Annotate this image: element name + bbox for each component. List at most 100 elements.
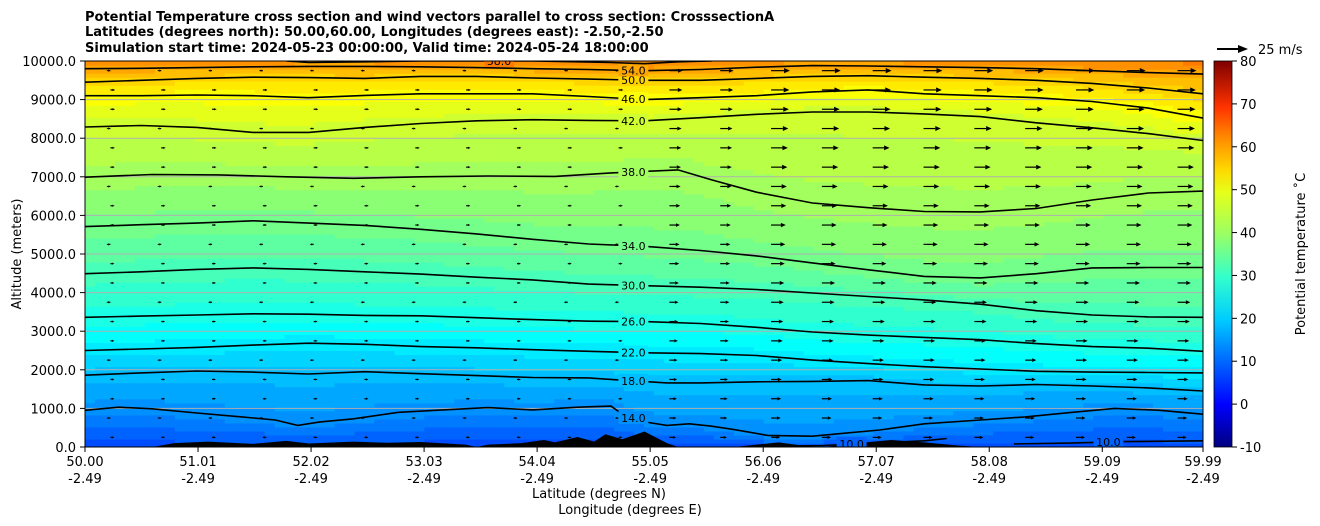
temperature-cell (424, 89, 435, 94)
temperature-cell (364, 278, 376, 283)
temperature-cell (334, 217, 346, 223)
temperature-cell (154, 414, 166, 420)
temperature-cell (294, 430, 306, 436)
temperature-cell (564, 314, 575, 319)
temperature-cell (564, 378, 575, 384)
temperature-cell (234, 310, 246, 315)
temperature-cell (324, 113, 336, 118)
temperature-cell (304, 362, 316, 368)
temperature-cell (174, 350, 186, 356)
temperature-cell (424, 414, 435, 420)
temperature-cell (434, 101, 445, 106)
temperature-cell (94, 350, 106, 356)
temperature-cell (284, 378, 296, 384)
temperature-cell (154, 402, 166, 408)
temperature-cell (104, 406, 116, 412)
temperature-cell (554, 390, 565, 396)
temperature-cell (214, 338, 226, 344)
temperature-cell (444, 185, 455, 191)
temperature-cell (334, 85, 346, 90)
temperature-cell (474, 121, 485, 126)
temperature-cell (354, 286, 366, 291)
temperature-cell (584, 362, 595, 368)
temperature-cell (174, 157, 186, 163)
temperature-cell (244, 430, 256, 436)
temperature-cell (544, 141, 555, 147)
temperature-cell (454, 121, 465, 126)
temperature-cell (264, 245, 276, 251)
temperature-cell (314, 410, 326, 416)
temperature-cell (404, 221, 416, 227)
temperature-cell (274, 306, 286, 311)
temperature-cell (454, 378, 465, 384)
temperature-cell (534, 233, 545, 239)
temperature-cell (464, 169, 475, 175)
temperature-cell (454, 129, 465, 134)
temperature-cell (414, 378, 425, 384)
temperature-cell (434, 205, 445, 211)
temperature-cell (404, 358, 416, 364)
temperature-cell (254, 197, 266, 203)
temperature-cell (554, 262, 565, 267)
temperature-cell (434, 434, 445, 440)
temperature-cell (154, 177, 166, 183)
temperature-cell (284, 161, 296, 167)
temperature-cell (554, 434, 565, 440)
temperature-cell (434, 318, 445, 323)
temperature-cell (174, 298, 186, 303)
temperature-cell (324, 330, 336, 336)
temperature-cell (124, 318, 136, 323)
temperature-cell (444, 306, 455, 311)
temperature-cell (454, 165, 465, 171)
temperature-cell (224, 342, 236, 348)
temperature-cell (124, 169, 136, 175)
temperature-cell (524, 418, 535, 424)
temperature-cell (254, 77, 266, 82)
temperature-cell (194, 221, 206, 227)
temperature-cell (494, 298, 505, 303)
temperature-cell (494, 81, 505, 86)
temperature-cell (274, 422, 286, 428)
temperature-cell (454, 221, 465, 227)
temperature-cell (304, 161, 316, 167)
temperature-cell (324, 73, 336, 78)
temperature-cell (174, 334, 186, 340)
temperature-cell (94, 217, 106, 223)
temperature-cell (394, 378, 406, 384)
temperature-cell (464, 430, 475, 436)
temperature-cell (184, 225, 196, 231)
temperature-cell (85, 262, 96, 267)
temperature-cell (444, 298, 455, 303)
temperature-cell (184, 402, 196, 408)
temperature-cell (394, 270, 406, 275)
temperature-cell (154, 350, 166, 356)
temperature-cell (174, 149, 186, 155)
temperature-cell (104, 334, 116, 340)
temperature-cell (284, 398, 296, 404)
temperature-cell (264, 390, 276, 396)
temperature-cell (404, 137, 416, 143)
temperature-cell (394, 358, 406, 364)
temperature-cell (484, 209, 495, 215)
temperature-cell (214, 302, 226, 307)
temperature-cell (85, 109, 96, 114)
temperature-cell (434, 370, 445, 376)
temperature-cell (464, 398, 475, 404)
temperature-cell (124, 189, 136, 195)
temperature-cell (324, 374, 336, 380)
temperature-cell (104, 302, 116, 307)
temperature-cell (344, 61, 356, 66)
temperature-cell (404, 426, 416, 432)
temperature-cell (264, 193, 276, 199)
temperature-cell (444, 165, 455, 171)
temperature-cell (364, 129, 376, 134)
temperature-cell (584, 89, 595, 94)
temperature-cell (124, 229, 136, 235)
temperature-cell (394, 185, 406, 191)
temperature-cell (574, 406, 585, 412)
temperature-cell (314, 294, 326, 299)
temperature-cell (494, 249, 505, 255)
temperature-cell (354, 418, 366, 424)
temperature-cell (554, 386, 565, 392)
temperature-cell (564, 213, 575, 219)
